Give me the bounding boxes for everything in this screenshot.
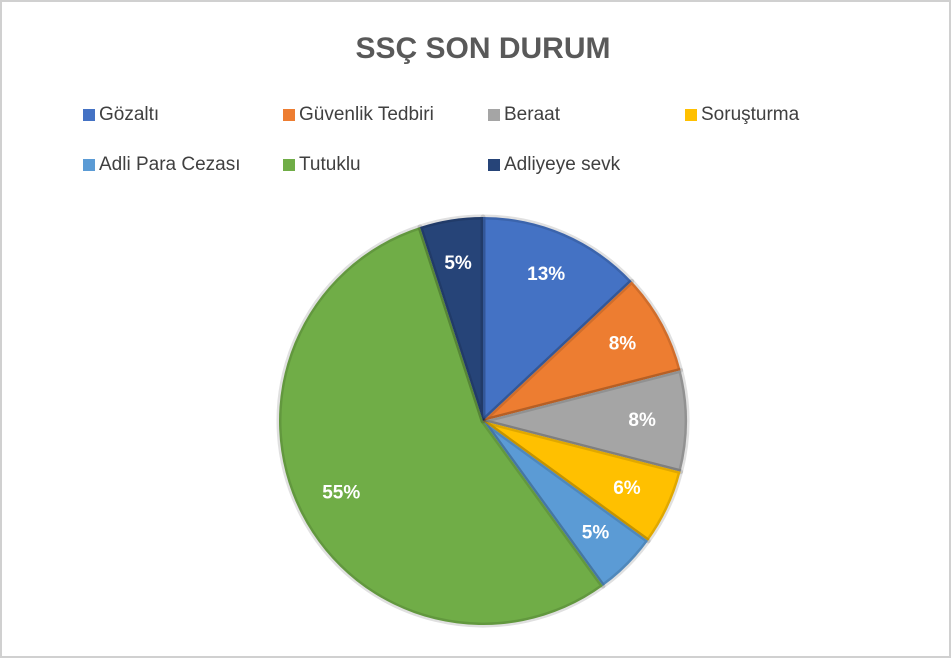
legend-label: Güvenlik Tedbiri (299, 104, 434, 125)
legend-label: Soruşturma (701, 104, 800, 125)
pie-slice (480, 418, 684, 544)
data-label: 8% (609, 333, 637, 354)
pie-slice (417, 214, 486, 424)
legend-label: Beraat (504, 104, 561, 125)
legend-label: Tutuklu (299, 154, 361, 175)
legend-label: Gözaltı (99, 104, 159, 125)
legend-swatch (685, 109, 697, 121)
legend-swatch (488, 159, 500, 171)
pie-slice (480, 418, 651, 589)
pie-slice (480, 367, 690, 475)
data-label: 8% (628, 410, 656, 431)
legend-swatch (83, 159, 95, 171)
pie-slice (276, 224, 606, 628)
data-label: 6% (613, 478, 641, 499)
pie-slice (480, 214, 635, 424)
chart-title: SSÇ SON DURUM (355, 32, 610, 65)
legend-swatch (283, 109, 295, 121)
legend-label: Adli Para Cezası (99, 154, 241, 175)
legend-swatch (488, 109, 500, 121)
data-label: 13% (527, 264, 565, 285)
data-label: 5% (582, 523, 610, 544)
data-label: 55% (322, 482, 360, 503)
pie-slice (480, 278, 684, 424)
legend-swatch (83, 109, 95, 121)
data-label: 5% (444, 253, 472, 274)
legend-label: Adliyeye sevk (504, 154, 621, 175)
legend-swatch (283, 159, 295, 171)
